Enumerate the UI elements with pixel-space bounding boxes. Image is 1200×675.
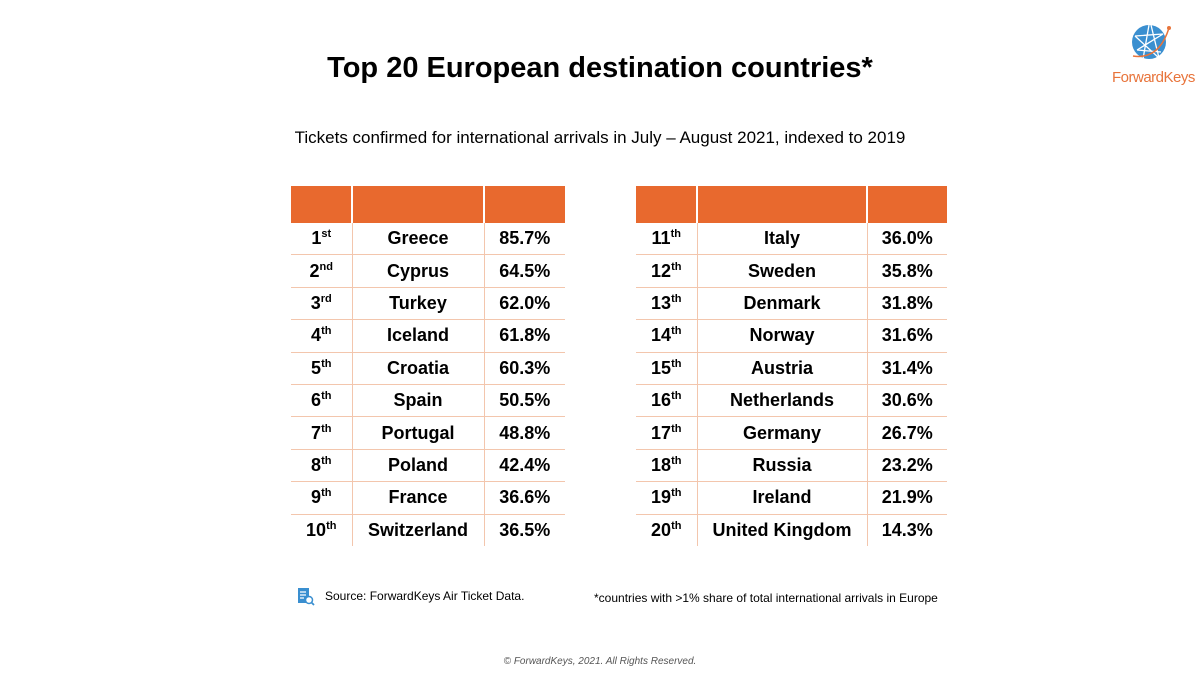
country-cell: United Kingdom — [697, 514, 868, 546]
table-row: 9th France 36.6% — [291, 481, 565, 515]
rank-cell: 18th — [636, 449, 698, 483]
rank-cell: 13th — [636, 287, 698, 321]
rank-cell: 11th — [636, 223, 698, 256]
country-cell: Portugal — [352, 416, 485, 450]
country-cell: Germany — [697, 416, 868, 450]
value-cell: 31.8% — [867, 287, 947, 321]
table-row: 13th Denmark 31.8% — [636, 287, 947, 321]
page-title: Top 20 European destination countries* — [327, 52, 873, 84]
header-cell — [291, 186, 353, 223]
rank-cell: 15th — [636, 352, 698, 385]
country-cell: France — [352, 481, 485, 515]
value-cell: 48.8% — [484, 416, 565, 450]
table-row: 5th Croatia 60.3% — [291, 352, 565, 385]
table-row: 4th Iceland 61.8% — [291, 319, 565, 353]
value-cell: 36.6% — [484, 481, 565, 515]
value-cell: 36.0% — [867, 223, 947, 256]
table-row: 10th Switzerland 36.5% — [291, 514, 565, 546]
rank-cell: 5th — [291, 352, 353, 385]
country-cell: Sweden — [697, 254, 868, 288]
document-search-icon — [298, 588, 315, 606]
header-cell — [352, 186, 485, 223]
country-cell: Italy — [697, 223, 868, 256]
rank-cell: 7th — [291, 416, 353, 450]
header-cell — [636, 186, 698, 223]
country-cell: Austria — [697, 352, 868, 385]
table-row: 17th Germany 26.7% — [636, 416, 947, 450]
ranking-table-left: 1st Greece 85.7% 2nd Cyprus 64.5% 3rd Turkey 62.… — [291, 186, 565, 546]
table-row: 11th Italy 36.0% — [636, 223, 947, 256]
country-cell: Iceland — [352, 319, 485, 353]
country-cell: Denmark — [697, 287, 868, 321]
country-cell: Cyprus — [352, 254, 485, 288]
value-cell: 21.9% — [867, 481, 947, 515]
footnote: *countries with >1% share of total inter… — [594, 591, 938, 605]
value-cell: 35.8% — [867, 254, 947, 288]
country-cell: Ireland — [697, 481, 868, 515]
value-cell: 85.7% — [484, 223, 565, 256]
table-row: 20th United Kingdom 14.3% — [636, 514, 947, 546]
globe-icon — [1132, 24, 1171, 60]
table-row: 15th Austria 31.4% — [636, 352, 947, 385]
forwardkeys-logo: ForwardKeys — [1112, 22, 1195, 86]
country-cell: Turkey — [352, 287, 485, 321]
table-row: 8th Poland 42.4% — [291, 449, 565, 483]
rank-cell: 9th — [291, 481, 353, 515]
rank-cell: 2nd — [291, 254, 353, 288]
table-row: 19th Ireland 21.9% — [636, 481, 947, 515]
country-cell: Russia — [697, 449, 868, 483]
table-row: 1st Greece 85.7% — [291, 223, 565, 256]
rank-cell: 16th — [636, 384, 698, 418]
source-note: Source: ForwardKeys Air Ticket Data. — [297, 588, 524, 606]
header-cell — [697, 186, 868, 223]
subtitle: Tickets confirmed for international arri… — [294, 128, 906, 147]
table-row: 16th Netherlands 30.6% — [636, 384, 947, 418]
country-cell: Greece — [352, 223, 485, 256]
country-cell: Poland — [352, 449, 485, 483]
rank-cell: 4th — [291, 319, 353, 353]
country-cell: Croatia — [352, 352, 485, 385]
rank-cell: 14th — [636, 319, 698, 353]
value-cell: 50.5% — [484, 384, 565, 418]
rank-cell: 19th — [636, 481, 698, 515]
rank-cell: 3rd — [291, 287, 353, 321]
ranking-table-right: 11th Italy 36.0% 12th Sweden 35.8% 13th Denmark… — [636, 186, 947, 546]
value-cell: 62.0% — [484, 287, 565, 321]
value-cell: 36.5% — [499, 519, 551, 540]
table-row: 7th Portugal 48.8% — [291, 416, 565, 450]
value-cell: 14.3% — [881, 519, 933, 540]
value-cell: 30.6% — [867, 384, 947, 418]
table-row: 14th Norway 31.6% — [636, 319, 947, 353]
rank-cell: 10th — [291, 514, 353, 546]
value-cell: 42.4% — [484, 449, 565, 483]
value-cell: 61.8% — [484, 319, 565, 353]
rank-cell: 17th — [636, 416, 698, 450]
country-cell: Norway — [697, 319, 868, 353]
country-cell: Spain — [352, 384, 485, 418]
country-cell: Netherlands — [697, 384, 868, 418]
table-row: 3rd Turkey 62.0% — [291, 287, 565, 321]
value-cell: 31.4% — [867, 352, 947, 385]
value-cell: 26.7% — [867, 416, 947, 450]
value-cell: 31.6% — [867, 319, 947, 353]
rank-cell: 20th — [636, 514, 698, 546]
value-cell: 64.5% — [484, 254, 565, 288]
value-cell: 23.2% — [867, 449, 947, 483]
table-row: 12th Sweden 35.8% — [636, 254, 947, 288]
rank-cell: 1st — [291, 223, 353, 256]
rank-cell: 8th — [291, 449, 353, 483]
header-cell — [867, 186, 947, 223]
header-cell — [484, 186, 565, 223]
rank-cell: 12th — [636, 254, 698, 288]
value-cell: 60.3% — [484, 352, 565, 385]
table-row: 2nd Cyprus 64.5% — [291, 254, 565, 288]
rank-cell: 6th — [291, 384, 353, 418]
table-row: 6th Spain 50.5% — [291, 384, 565, 418]
table-row: 18th Russia 23.2% — [636, 449, 947, 483]
country-cell: Switzerland — [352, 514, 485, 546]
copyright: © ForwardKeys, 2021. All Rights Reserved… — [503, 656, 697, 667]
